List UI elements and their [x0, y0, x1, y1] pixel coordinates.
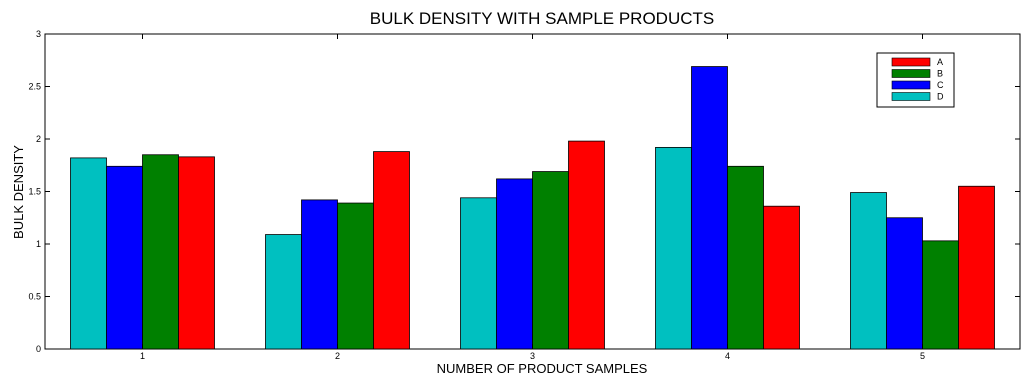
- bar-c-5: [886, 217, 923, 350]
- x-tick-label: 2: [335, 351, 340, 361]
- bar-c-1: [106, 165, 143, 350]
- legend-swatch-c: [891, 80, 931, 90]
- bar-c-4: [691, 66, 728, 350]
- bar-d-5: [850, 192, 887, 350]
- legend-label-b: B: [937, 69, 943, 79]
- bar-b-3: [532, 171, 569, 350]
- bar-b-2: [337, 202, 374, 350]
- legend-label-c: C: [937, 80, 944, 90]
- bar-b-1: [142, 154, 179, 350]
- ticks-group: 0 0.5 1 1.5 2 2.5 3 1 2 3 4 5: [28, 29, 1020, 361]
- bar-d-4: [655, 146, 692, 350]
- chart-title: BULK DENSITY WITH SAMPLE PRODUCTS: [370, 9, 714, 28]
- legend-swatch-d: [891, 92, 931, 101]
- x-tick-label: 5: [920, 351, 925, 361]
- legend-label-d: D: [937, 92, 944, 102]
- x-tick-label: 1: [140, 351, 145, 361]
- y-tick-label: 3: [36, 29, 41, 39]
- y-tick-label: 2.5: [28, 82, 41, 92]
- legend-label-a: A: [937, 57, 943, 67]
- y-axis-label: BULK DENSITY: [11, 145, 26, 239]
- bar-c-2: [301, 199, 338, 350]
- legend-swatch-a: [891, 57, 931, 67]
- bar-a-1: [178, 156, 215, 350]
- bar-b-5: [922, 240, 959, 350]
- x-tick-label: 4: [725, 351, 730, 361]
- y-tick-label: 0: [36, 344, 41, 354]
- y-tick-label: 2: [36, 134, 41, 144]
- bar-c-3: [496, 178, 533, 350]
- bar-a-5: [958, 185, 995, 350]
- bar-a-3: [568, 140, 605, 350]
- legend-swatch-b: [891, 69, 931, 78]
- x-axis-label: NUMBER OF PRODUCT SAMPLES: [437, 361, 648, 376]
- y-tick-label: 0.5: [28, 292, 41, 302]
- bar-a-2: [373, 151, 410, 350]
- bar-a-4: [763, 205, 800, 350]
- y-tick-label: 1.5: [28, 187, 41, 197]
- bar-d-3: [460, 197, 497, 350]
- bar-b-4: [727, 165, 764, 350]
- bar-d-1: [70, 157, 107, 350]
- y-tick-label: 1: [36, 239, 41, 249]
- bar-d-2: [265, 234, 302, 350]
- bars-group: [70, 66, 995, 350]
- x-tick-label: 3: [530, 351, 535, 361]
